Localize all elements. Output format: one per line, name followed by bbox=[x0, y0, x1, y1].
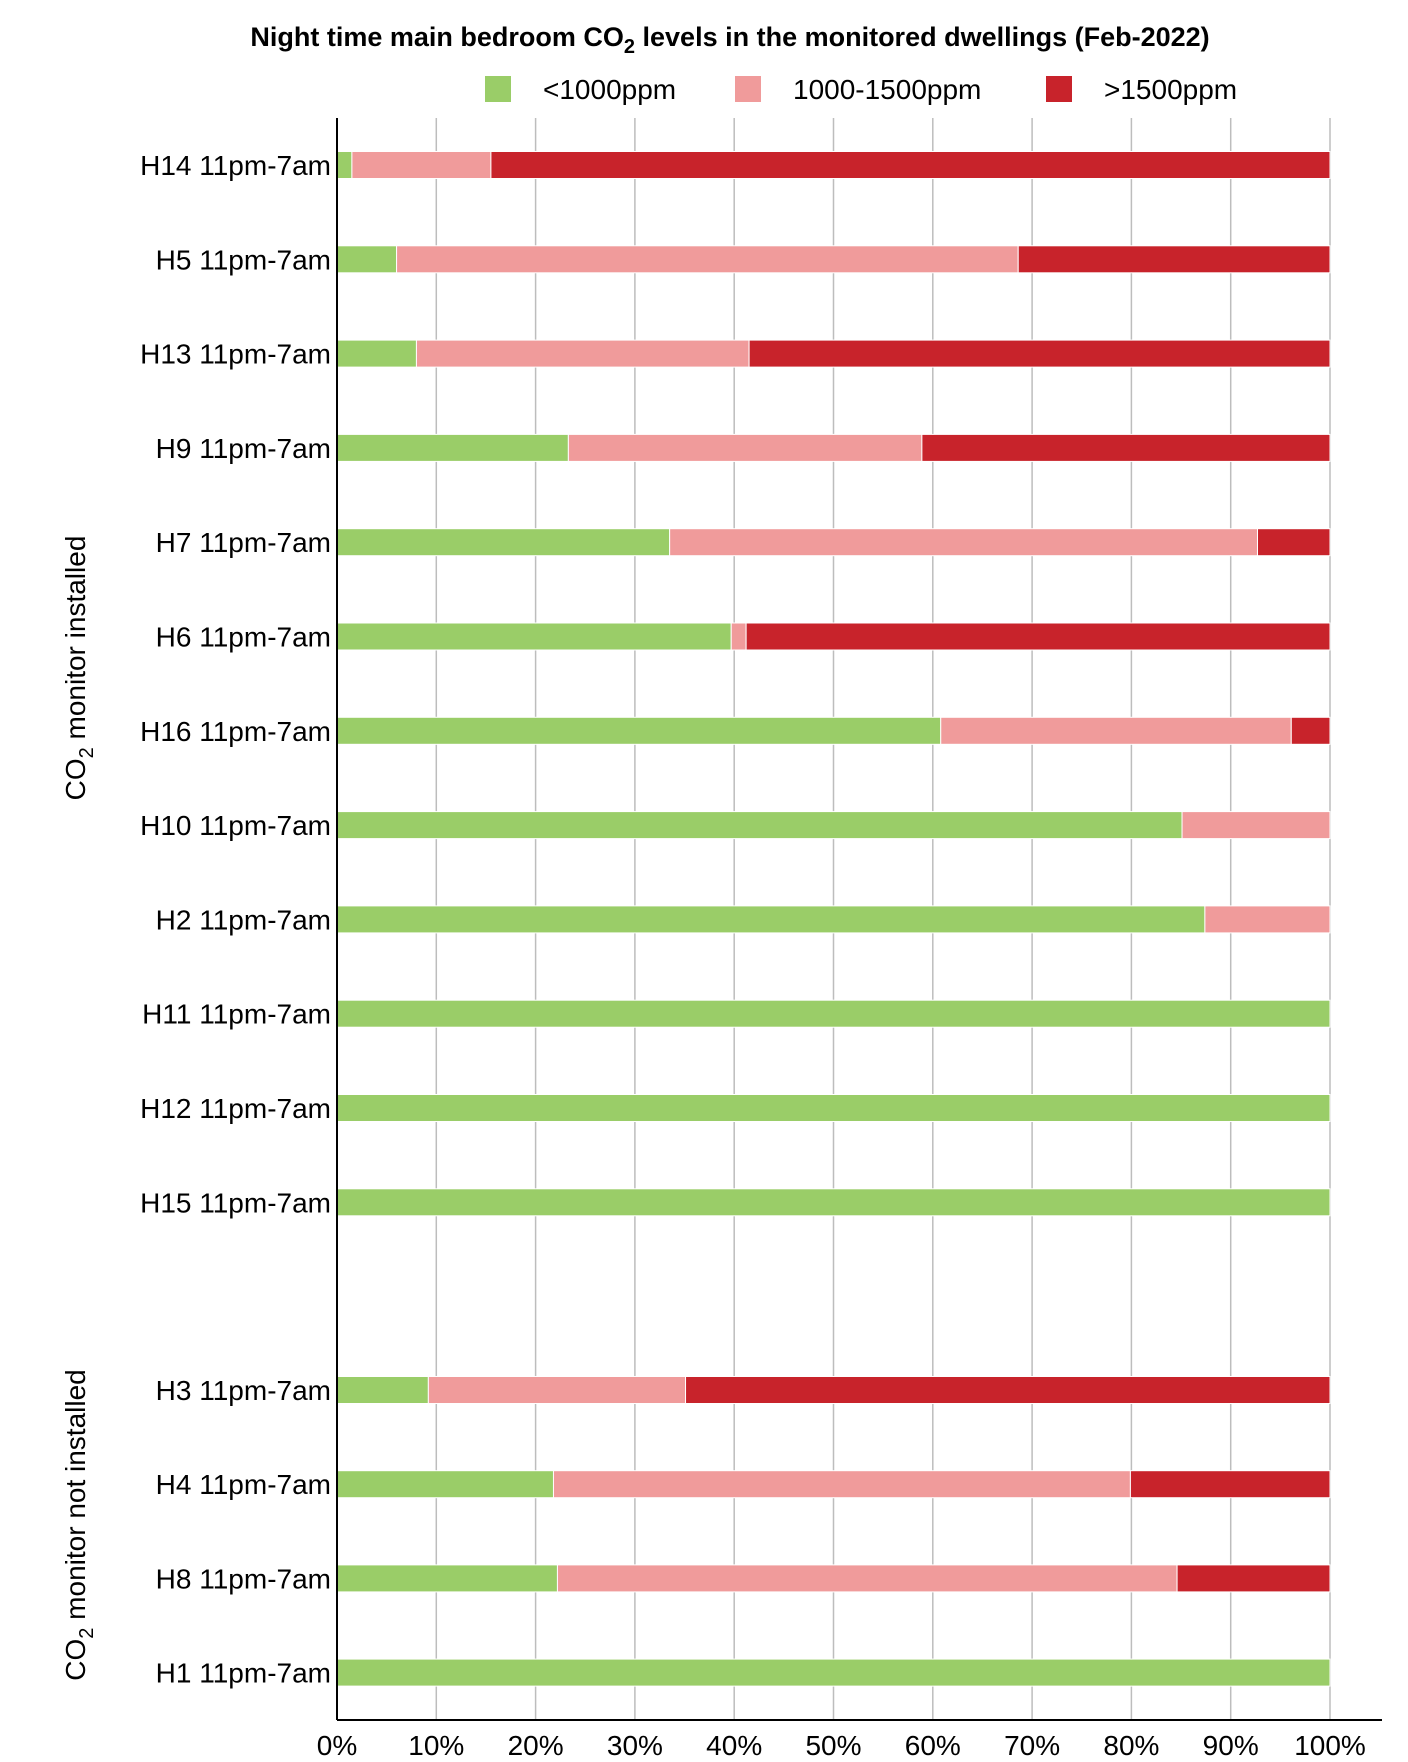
group-label-subscript: 2 bbox=[76, 747, 98, 758]
bar-segment bbox=[552, 1470, 1131, 1499]
bar-segment bbox=[336, 716, 942, 745]
bar-segment bbox=[556, 1564, 1178, 1593]
bar-segment bbox=[745, 622, 1331, 651]
category-label: H3 11pm-7am bbox=[156, 1375, 331, 1406]
category-label: H2 11pm-7am bbox=[156, 904, 331, 935]
bar-segment bbox=[336, 622, 732, 651]
bar-segment bbox=[1017, 245, 1331, 274]
category-label: H8 11pm-7am bbox=[156, 1563, 331, 1594]
bar-segment bbox=[1204, 905, 1331, 934]
x-tick-label: 100% bbox=[1294, 1730, 1366, 1761]
group-label-text: CO bbox=[60, 1639, 91, 1681]
bar-segment bbox=[336, 245, 398, 274]
group-label: CO2 monitor not installed bbox=[60, 1369, 98, 1680]
bar-segment bbox=[940, 716, 1292, 745]
category-label: H4 11pm-7am bbox=[156, 1469, 331, 1500]
x-tick-label: 20% bbox=[508, 1730, 564, 1761]
group-label-text: CO bbox=[60, 758, 91, 800]
category-label: H14 11pm-7am bbox=[140, 150, 331, 181]
category-label: H7 11pm-7am bbox=[156, 527, 331, 558]
category-label: H1 11pm-7am bbox=[156, 1658, 331, 1689]
bar-segment bbox=[336, 339, 417, 368]
x-tick-label: 60% bbox=[905, 1730, 961, 1761]
bar-segment bbox=[336, 1376, 429, 1404]
bar-segment bbox=[748, 339, 1331, 368]
title-main: Night time main bedroom CO bbox=[250, 22, 624, 52]
bar-segment bbox=[1290, 716, 1331, 745]
category-label: H10 11pm-7am bbox=[140, 810, 331, 841]
bar-segment bbox=[1176, 1564, 1331, 1593]
category-label: H16 11pm-7am bbox=[140, 716, 331, 747]
category-label: H13 11pm-7am bbox=[140, 339, 331, 370]
bar-segment bbox=[1181, 811, 1331, 840]
bar-segment bbox=[351, 151, 492, 179]
title-subscript: 2 bbox=[624, 36, 635, 58]
legend-label: 1000-1500ppm bbox=[793, 74, 981, 105]
bar-segment bbox=[336, 433, 569, 462]
x-tick-label: 30% bbox=[607, 1730, 663, 1761]
bar-segment bbox=[415, 339, 750, 368]
group-label-subscript: 2 bbox=[76, 1628, 98, 1639]
x-tick-label: 10% bbox=[408, 1730, 464, 1761]
bar-segment bbox=[396, 245, 1019, 274]
legend-swatch bbox=[735, 76, 761, 102]
bar-segment bbox=[567, 433, 923, 462]
bar-segment bbox=[490, 151, 1331, 179]
bar-segment bbox=[336, 528, 671, 557]
category-labels: H14 11pm-7am H5 11pm-7am H13 11pm-7am H9 11… bbox=[140, 150, 331, 1689]
axes bbox=[336, 118, 1382, 1721]
bar-segment bbox=[336, 1564, 558, 1593]
legend-swatch bbox=[485, 76, 511, 102]
bar-segment bbox=[336, 1094, 1331, 1122]
bar-segment bbox=[336, 151, 353, 179]
legend: <1000ppm 1000-1500ppm >1500ppm bbox=[485, 74, 1237, 105]
bar-segment bbox=[1129, 1470, 1331, 1499]
bar-segment bbox=[336, 999, 1331, 1028]
x-tick-label: 90% bbox=[1203, 1730, 1259, 1761]
x-tick-label: 40% bbox=[706, 1730, 762, 1761]
bar-segment bbox=[685, 1376, 1331, 1404]
legend-label: >1500ppm bbox=[1104, 74, 1237, 105]
bar-segment bbox=[1257, 528, 1331, 557]
bar-segment bbox=[336, 811, 1183, 840]
category-label: H15 11pm-7am bbox=[140, 1187, 331, 1218]
bar-segment bbox=[669, 528, 1259, 557]
bar-segment bbox=[427, 1376, 687, 1404]
category-label: H6 11pm-7am bbox=[156, 622, 331, 653]
x-tick-labels: 0% 10% 20% 30% 40% 50% 60% 70% 80% 90% 100% bbox=[317, 1730, 1366, 1761]
x-tick-label: 50% bbox=[805, 1730, 861, 1761]
x-tick-label: 70% bbox=[1004, 1730, 1060, 1761]
x-tick-label: 0% bbox=[317, 1730, 357, 1761]
legend-swatch bbox=[1046, 76, 1072, 102]
bar-segment bbox=[336, 1470, 554, 1499]
category-label: H12 11pm-7am bbox=[140, 1093, 331, 1124]
group-label: CO2 monitor installed bbox=[60, 536, 98, 801]
category-label: H5 11pm-7am bbox=[156, 244, 331, 275]
group-label-text: monitor installed bbox=[60, 536, 91, 748]
legend-label: <1000ppm bbox=[543, 74, 676, 105]
group-label-text: monitor not installed bbox=[60, 1369, 91, 1627]
x-tick-label: 80% bbox=[1103, 1730, 1159, 1761]
category-label: H9 11pm-7am bbox=[156, 433, 331, 464]
bar-segment bbox=[921, 433, 1331, 462]
bar-segment bbox=[336, 905, 1206, 934]
bar-segment bbox=[730, 622, 747, 651]
category-label: H11 11pm-7am bbox=[142, 999, 331, 1030]
bar-segment bbox=[336, 1658, 1331, 1687]
bar-segment bbox=[336, 1188, 1331, 1217]
title-rest: levels in the monitored dwellings (Feb-2… bbox=[635, 22, 1210, 52]
chart-title: Night time main bedroom CO2 levels in th… bbox=[250, 22, 1209, 58]
